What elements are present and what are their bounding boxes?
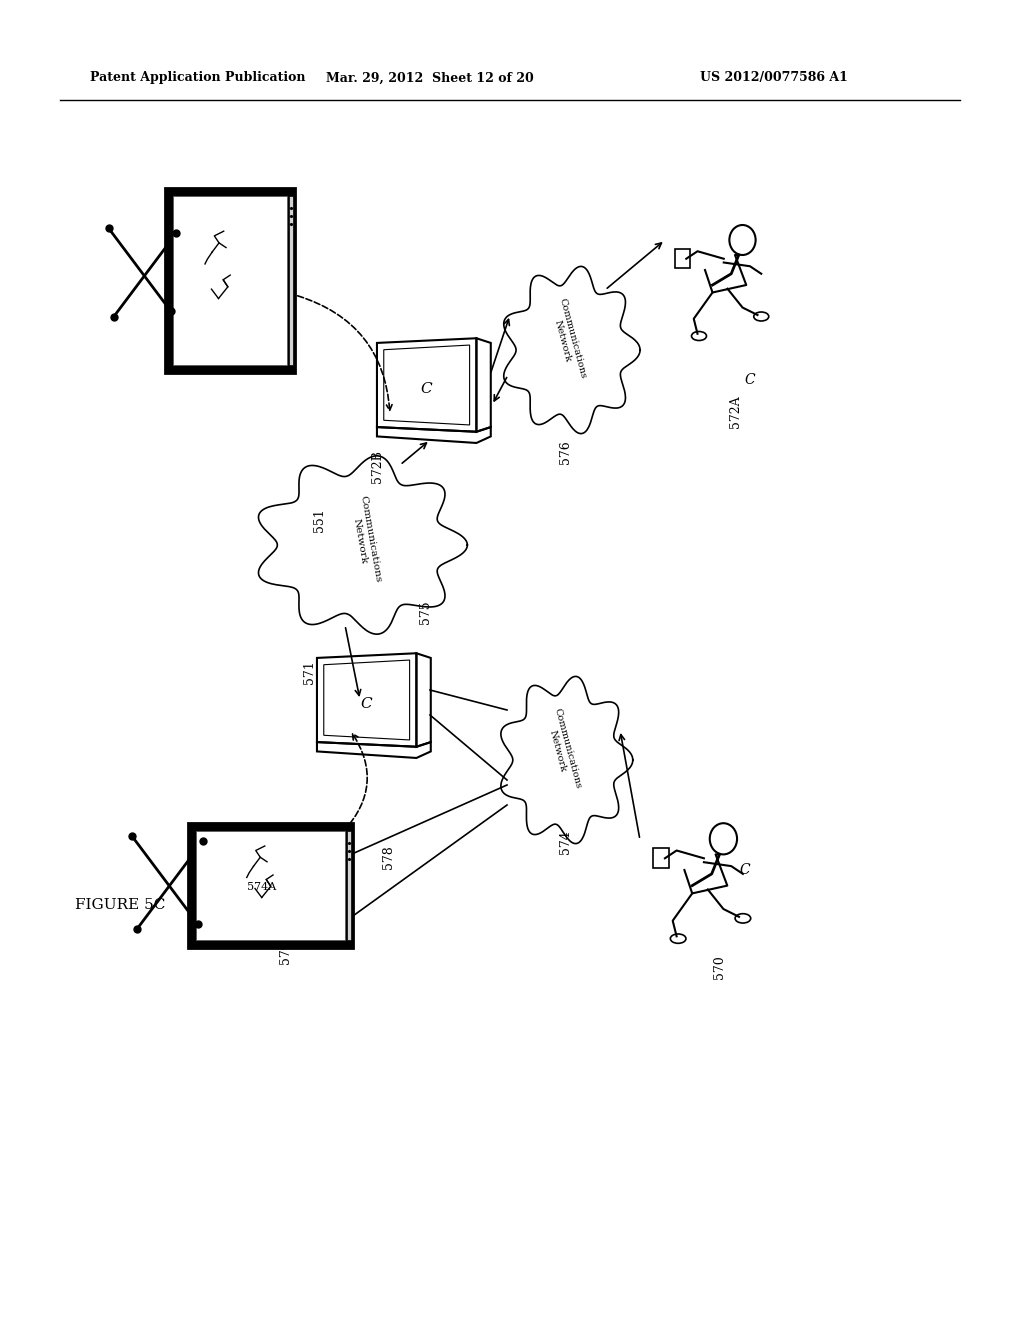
Text: 579: 579 xyxy=(279,940,292,964)
Bar xyxy=(173,195,287,364)
Text: 576: 576 xyxy=(558,440,571,463)
Bar xyxy=(675,249,690,268)
Text: 578: 578 xyxy=(382,845,395,869)
Text: Mar. 29, 2012  Sheet 12 of 20: Mar. 29, 2012 Sheet 12 of 20 xyxy=(326,71,534,84)
Text: Patent Application Publication: Patent Application Publication xyxy=(90,71,305,84)
Text: C: C xyxy=(744,374,756,387)
Text: 551: 551 xyxy=(313,508,327,532)
Text: 575: 575 xyxy=(419,601,431,623)
Text: C: C xyxy=(360,697,372,711)
Text: 574A: 574A xyxy=(248,882,276,892)
Text: C: C xyxy=(420,383,431,396)
Bar xyxy=(165,187,295,372)
Text: 570: 570 xyxy=(714,954,726,978)
Bar xyxy=(187,822,352,948)
Text: US 2012/0077586 A1: US 2012/0077586 A1 xyxy=(700,71,848,84)
Text: Communications
Network: Communications Network xyxy=(543,708,583,792)
Bar xyxy=(346,830,350,940)
Text: 572A: 572A xyxy=(728,395,741,428)
Text: C: C xyxy=(739,863,751,876)
Text: FIGURE 5C: FIGURE 5C xyxy=(75,898,165,912)
Bar xyxy=(196,830,344,940)
Bar xyxy=(653,849,669,867)
Text: Communications
Network: Communications Network xyxy=(548,297,588,383)
Text: 571: 571 xyxy=(303,660,316,684)
Bar xyxy=(289,195,293,364)
Text: Communications
Network: Communications Network xyxy=(348,495,382,585)
Text: 572B: 572B xyxy=(372,450,384,483)
Text: 574: 574 xyxy=(558,830,571,854)
